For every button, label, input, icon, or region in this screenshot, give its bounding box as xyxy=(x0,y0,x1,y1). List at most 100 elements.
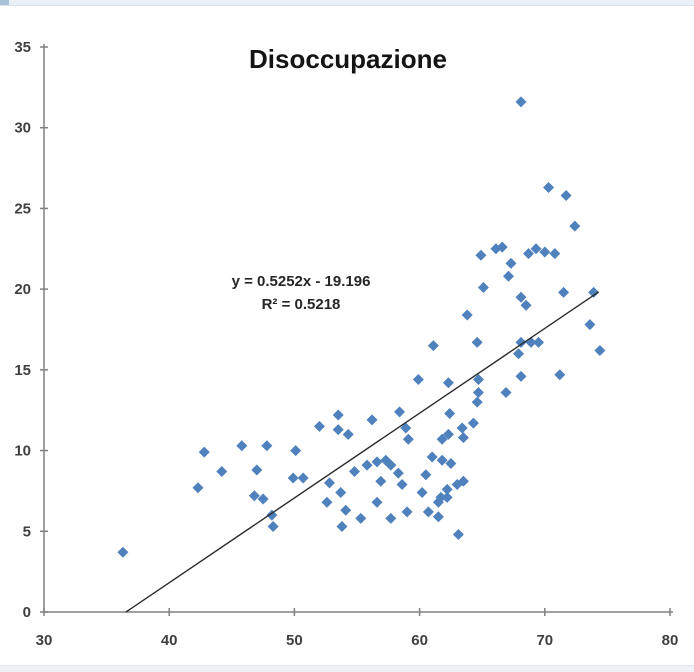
data-point-marker xyxy=(287,472,299,484)
data-point-marker xyxy=(457,475,469,487)
data-point-marker xyxy=(436,433,448,445)
x-tick-label: 70 xyxy=(536,632,553,649)
y-tick-label: 5 xyxy=(23,523,31,540)
data-point-marker xyxy=(340,504,352,516)
data-point-marker xyxy=(442,428,454,440)
data-point-marker xyxy=(435,491,447,503)
data-point-marker xyxy=(427,340,439,352)
data-point-marker xyxy=(539,246,551,258)
chart-title: Disoccupazione xyxy=(249,44,447,74)
data-point-marker xyxy=(445,457,457,469)
data-point-marker xyxy=(456,422,468,434)
data-point-marker xyxy=(323,477,335,489)
data-point-marker xyxy=(560,190,572,202)
data-point-marker xyxy=(257,493,269,505)
data-point-marker xyxy=(371,456,383,468)
data-point-marker xyxy=(385,459,397,471)
data-point-marker xyxy=(216,466,228,478)
data-point-marker xyxy=(558,286,570,298)
data-point-marker xyxy=(266,509,278,521)
data-point-marker xyxy=(594,344,606,356)
data-point-marker xyxy=(515,370,527,382)
data-point-marker xyxy=(513,348,525,360)
data-point-marker xyxy=(342,428,354,440)
data-point-marker xyxy=(472,386,484,398)
x-tick-label: 60 xyxy=(411,632,428,649)
data-point-marker xyxy=(426,451,438,463)
data-point-marker xyxy=(198,446,210,458)
data-point-marker xyxy=(477,282,489,294)
data-point-marker xyxy=(412,374,424,386)
data-point-marker xyxy=(297,472,309,484)
data-point-marker xyxy=(502,270,514,282)
data-point-marker xyxy=(444,407,456,419)
data-point-marker xyxy=(267,520,279,532)
data-point-marker xyxy=(420,469,432,481)
trendline-label: y = 0.5252x - 19.196 R² = 0.5218 xyxy=(232,270,371,316)
data-point-marker xyxy=(117,546,129,558)
data-point-marker xyxy=(436,454,448,466)
data-point-marker xyxy=(530,243,542,255)
data-point-marker xyxy=(442,377,454,389)
data-point-marker xyxy=(416,487,428,499)
y-tick-label: 0 xyxy=(23,604,31,621)
data-point-marker xyxy=(588,286,600,298)
data-point-marker xyxy=(543,181,555,193)
data-point-marker xyxy=(533,336,545,348)
window-bottom-edge xyxy=(0,665,694,672)
y-tick-label: 30 xyxy=(14,120,31,137)
data-point-marker xyxy=(396,478,408,490)
data-point-marker xyxy=(375,475,387,487)
data-point-marker xyxy=(332,424,344,436)
data-point-marker xyxy=(471,336,483,348)
data-point-marker xyxy=(236,440,248,452)
data-point-marker xyxy=(441,483,453,495)
data-point-marker xyxy=(432,511,444,523)
data-point-marker xyxy=(321,496,333,508)
data-point-marker xyxy=(554,369,566,381)
trendline-equation-text: y = 0.5252x - 19.196 xyxy=(231,273,371,290)
y-tick-label: 35 xyxy=(14,39,31,56)
data-point-marker xyxy=(584,319,596,331)
y-tick-label: 15 xyxy=(14,362,31,379)
data-point-marker xyxy=(515,336,527,348)
data-point-marker xyxy=(496,241,508,253)
x-tick-label: 40 xyxy=(161,632,178,649)
data-point-marker xyxy=(467,417,479,429)
data-point-marker xyxy=(569,220,581,232)
data-point-marker xyxy=(402,433,414,445)
data-point-marker xyxy=(335,487,347,499)
data-point-marker xyxy=(441,491,453,503)
data-point-marker xyxy=(471,396,483,408)
trendline xyxy=(125,291,600,613)
data-point-marker xyxy=(394,406,406,418)
data-point-marker xyxy=(400,422,412,434)
data-point-marker xyxy=(523,248,535,260)
data-point-marker xyxy=(505,257,517,269)
data-point-marker xyxy=(355,512,367,524)
data-point-marker xyxy=(422,506,434,518)
data-point-marker xyxy=(515,96,527,108)
data-point-marker xyxy=(392,467,404,479)
data-point-marker xyxy=(549,248,561,260)
data-point-marker xyxy=(475,249,487,261)
data-point-marker xyxy=(332,409,344,421)
data-point-marker xyxy=(366,414,378,426)
window-corner-fragment xyxy=(0,0,9,5)
y-tick-label: 25 xyxy=(14,200,31,217)
data-point-marker xyxy=(348,466,360,478)
data-point-marker xyxy=(385,512,397,524)
data-point-marker xyxy=(361,459,373,471)
data-point-marker xyxy=(457,432,469,444)
window-top-edge xyxy=(0,0,694,6)
data-point-marker xyxy=(261,440,273,452)
data-point-marker xyxy=(251,464,263,476)
r-squared-text: R² = 0.5218 xyxy=(261,296,341,313)
data-point-marker xyxy=(192,482,204,494)
data-point-marker xyxy=(336,520,348,532)
data-point-marker xyxy=(371,496,383,508)
x-tick-label: 30 xyxy=(36,632,53,649)
